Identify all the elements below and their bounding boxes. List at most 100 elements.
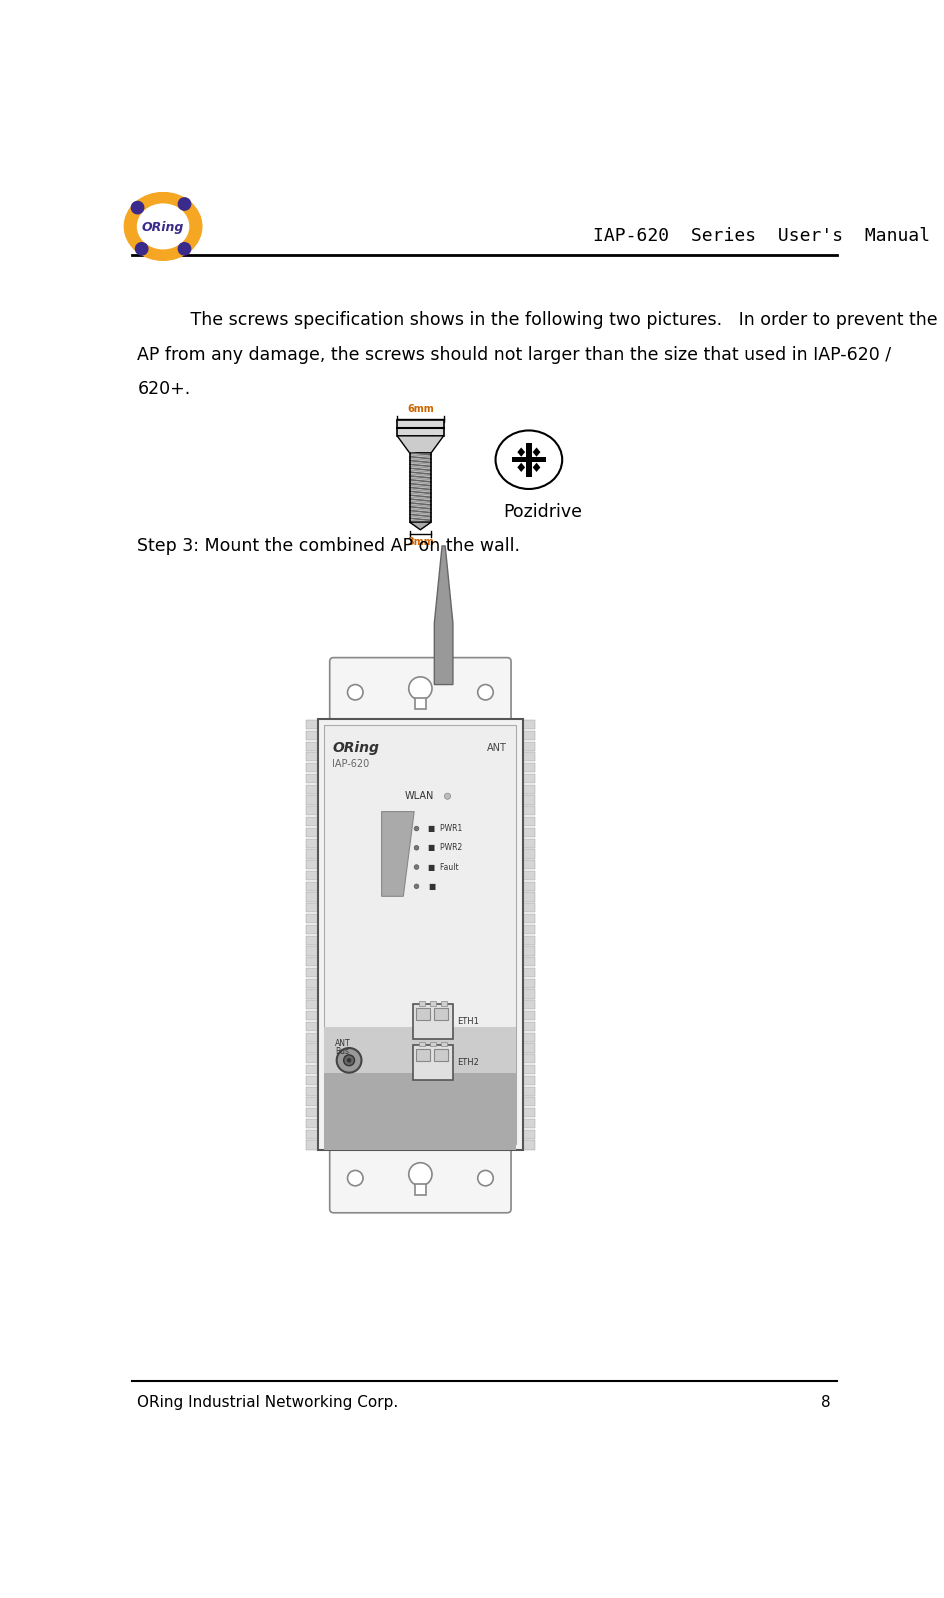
Bar bbox=[522, 925, 534, 933]
Bar bbox=[305, 817, 318, 826]
Bar bbox=[305, 807, 318, 815]
Bar bbox=[305, 882, 318, 890]
Bar bbox=[522, 1119, 534, 1128]
Bar bbox=[522, 903, 534, 912]
Bar bbox=[305, 957, 318, 967]
Circle shape bbox=[336, 1048, 362, 1072]
Bar bbox=[418, 1000, 425, 1005]
Bar bbox=[440, 1042, 447, 1047]
Bar bbox=[522, 785, 534, 794]
Bar bbox=[522, 764, 534, 772]
Bar bbox=[305, 1141, 318, 1149]
Polygon shape bbox=[516, 463, 525, 471]
Circle shape bbox=[444, 793, 450, 799]
Bar bbox=[305, 828, 318, 837]
Bar bbox=[305, 914, 318, 924]
Bar bbox=[522, 741, 534, 751]
Text: 3mm: 3mm bbox=[407, 537, 433, 547]
Circle shape bbox=[347, 684, 362, 700]
Bar bbox=[522, 1021, 534, 1031]
Bar bbox=[522, 882, 534, 890]
Bar bbox=[305, 871, 318, 880]
Circle shape bbox=[178, 243, 191, 256]
Text: 6mm: 6mm bbox=[407, 404, 433, 414]
Circle shape bbox=[135, 243, 147, 256]
Bar bbox=[522, 753, 534, 762]
Text: ANT: ANT bbox=[335, 1039, 350, 1048]
Bar bbox=[305, 785, 318, 794]
Text: ETH1: ETH1 bbox=[456, 1016, 479, 1026]
Bar bbox=[305, 1055, 318, 1063]
Bar bbox=[305, 1043, 318, 1053]
Bar bbox=[305, 892, 318, 901]
Bar bbox=[305, 850, 318, 858]
Ellipse shape bbox=[125, 192, 202, 260]
Bar bbox=[522, 1043, 534, 1053]
Circle shape bbox=[413, 845, 418, 850]
Text: AP from any damage, the screws should not larger than the size that used in IAP-: AP from any damage, the screws should no… bbox=[138, 345, 891, 364]
Bar bbox=[305, 1119, 318, 1128]
Bar bbox=[522, 850, 534, 858]
Circle shape bbox=[347, 1059, 350, 1061]
Text: Step 3: Mount the combined AP on the wall.: Step 3: Mount the combined AP on the wal… bbox=[138, 537, 520, 555]
Circle shape bbox=[413, 884, 418, 888]
Text: ETH2: ETH2 bbox=[456, 1058, 479, 1067]
Bar bbox=[430, 1000, 435, 1005]
Bar bbox=[522, 828, 534, 837]
Bar bbox=[522, 957, 534, 967]
Bar bbox=[522, 914, 534, 924]
Bar bbox=[430, 1042, 435, 1047]
Bar bbox=[413, 1045, 452, 1080]
Text: ORing: ORing bbox=[142, 222, 184, 235]
Bar bbox=[305, 1087, 318, 1096]
Bar bbox=[434, 1048, 447, 1061]
Bar bbox=[305, 1021, 318, 1031]
Text: ■: ■ bbox=[428, 882, 435, 890]
Circle shape bbox=[344, 1055, 354, 1066]
Circle shape bbox=[347, 1170, 362, 1186]
Bar bbox=[305, 1107, 318, 1117]
Polygon shape bbox=[409, 523, 430, 531]
Text: ■  PWR2: ■ PWR2 bbox=[428, 844, 462, 852]
Text: ■  PWR1: ■ PWR1 bbox=[428, 825, 462, 833]
Polygon shape bbox=[381, 812, 413, 896]
Bar bbox=[522, 1064, 534, 1074]
Circle shape bbox=[413, 865, 418, 869]
Text: WLAN: WLAN bbox=[404, 791, 434, 801]
FancyBboxPatch shape bbox=[329, 658, 511, 727]
Polygon shape bbox=[532, 463, 540, 471]
Bar bbox=[416, 1008, 430, 1020]
Text: ORing Industrial Networking Corp.: ORing Industrial Networking Corp. bbox=[138, 1395, 398, 1409]
Bar bbox=[305, 764, 318, 772]
Text: IAP-620  Series  User's  Manual: IAP-620 Series User's Manual bbox=[592, 227, 929, 246]
Bar bbox=[418, 1042, 425, 1047]
Bar bbox=[305, 1098, 318, 1106]
Bar bbox=[522, 1000, 534, 1010]
Bar bbox=[305, 741, 318, 751]
Ellipse shape bbox=[495, 430, 562, 489]
Bar bbox=[522, 817, 534, 826]
Bar bbox=[414, 698, 426, 710]
Bar bbox=[305, 839, 318, 847]
Bar bbox=[522, 968, 534, 976]
Polygon shape bbox=[396, 436, 443, 452]
Bar bbox=[522, 1107, 534, 1117]
Bar bbox=[305, 753, 318, 762]
Bar bbox=[416, 1048, 430, 1061]
Text: ORing: ORing bbox=[331, 741, 379, 756]
Polygon shape bbox=[516, 447, 525, 457]
Bar bbox=[522, 1098, 534, 1106]
Bar bbox=[522, 1141, 534, 1149]
Bar bbox=[522, 1012, 534, 1020]
Text: IAP-620: IAP-620 bbox=[331, 759, 369, 769]
Circle shape bbox=[409, 678, 431, 700]
Bar bbox=[522, 1055, 534, 1063]
Bar bbox=[409, 452, 430, 523]
Bar bbox=[305, 946, 318, 956]
Bar bbox=[522, 1130, 534, 1139]
Bar bbox=[522, 978, 534, 988]
Bar bbox=[526, 443, 531, 476]
Bar bbox=[414, 1184, 426, 1195]
Bar bbox=[305, 721, 318, 729]
Circle shape bbox=[413, 826, 418, 831]
